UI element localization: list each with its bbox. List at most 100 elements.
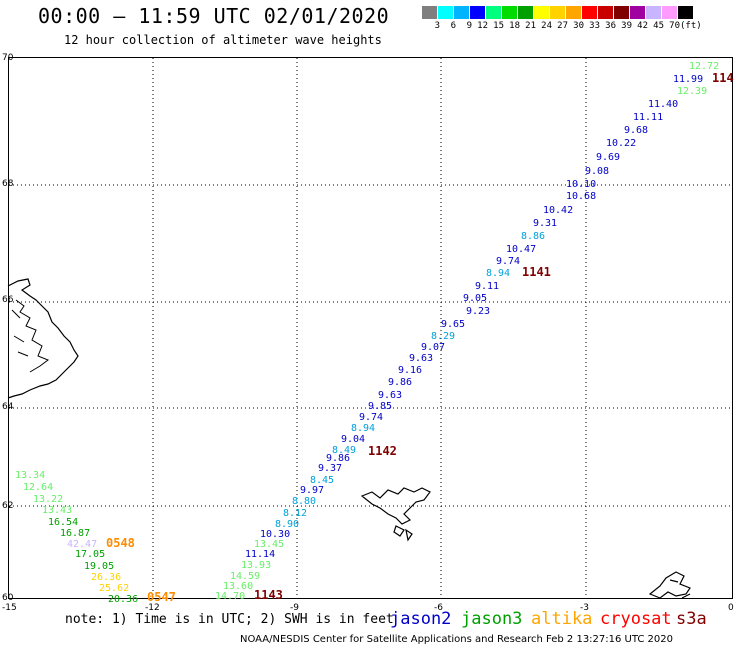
color-swatch: [598, 6, 614, 19]
wave-height-value: 9.07: [421, 342, 445, 353]
wave-height-value: 9.05: [463, 293, 487, 304]
faroe-islands: [360, 487, 431, 542]
wave-height-value: 9.86: [388, 377, 412, 388]
pass-time-label: 0547: [147, 590, 176, 604]
color-scale-label: 30: [573, 21, 584, 31]
wave-height-value: 10.22: [606, 138, 636, 149]
wave-height-value: 9.31: [533, 218, 557, 229]
color-swatch: [678, 6, 694, 19]
wave-height-value: 9.97: [300, 485, 324, 496]
color-swatch: [662, 6, 678, 19]
wave-height-value: 10.30: [260, 529, 290, 540]
wave-height-value: 8.29: [431, 331, 455, 342]
color-swatch: [566, 6, 582, 19]
color-scale-label: 3: [434, 21, 440, 31]
wave-height-value: 9.68: [624, 125, 648, 136]
color-scale-label: 6: [450, 21, 456, 31]
longitude-label: -9: [290, 603, 299, 613]
color-scale-label: 27: [557, 21, 568, 31]
wave-height-value: 13.60: [223, 581, 253, 592]
wave-height-value: 17.05: [75, 549, 105, 560]
wave-height-value: 9.04: [341, 434, 365, 445]
color-scale-labels: 3 6 9 12 15 18 21 24 27 30 33 36 39 42 45 70 (ft): [422, 21, 740, 33]
wave-height-value: 10.68: [566, 191, 596, 202]
wave-height-value: 9.69: [596, 152, 620, 163]
wave-height-value: 13.22: [33, 494, 63, 505]
latitude-label: 66: [2, 295, 14, 305]
wave-height-value: 9.63: [409, 353, 433, 364]
wave-height-value: 16.54: [48, 517, 78, 528]
color-swatch: [502, 6, 518, 19]
map-frame: [8, 57, 733, 599]
color-swatch: [550, 6, 566, 19]
wave-height-value: 9.08: [585, 166, 609, 177]
color-scale-label: 33: [589, 21, 600, 31]
pass-time-labels: 1141 1142 1143 0548 0547 114: [106, 71, 734, 604]
wave-height-value: 8.49: [332, 445, 356, 456]
iceland-coastline: [7, 278, 79, 399]
color-scale-label: 9: [466, 21, 472, 31]
color-scale-label: 12: [477, 21, 488, 31]
wave-height-value: 9.85: [368, 401, 392, 412]
wave-height-value: 8.94: [486, 268, 510, 279]
wave-height-value: 8.90: [275, 519, 299, 530]
shetland-islands: [648, 571, 691, 599]
wave-height-value: 10.47: [506, 244, 536, 255]
longitude-label: -12: [145, 603, 160, 613]
wave-height-value: 8.94: [351, 423, 375, 434]
wave-height-value: 11.14: [245, 549, 275, 560]
wave-height-value: 9.74: [359, 412, 383, 423]
wave-height-value: 25.62: [99, 583, 129, 594]
wave-height-value: 42.47: [67, 539, 97, 550]
footer-note: note: 1) Time is in UTC; 2) SWH is in fe…: [65, 612, 394, 627]
pass-time-label: 1141: [522, 265, 551, 279]
iceland-coastline-detail: [11, 299, 50, 373]
latitude-label: 60: [2, 593, 14, 603]
wave-height-value: 14.70: [215, 591, 245, 602]
color-swatch: [582, 6, 598, 19]
color-swatch: [470, 6, 486, 19]
color-swatch: [534, 6, 550, 19]
wave-height-value: 9.74: [496, 256, 520, 267]
longitude-label: -6: [434, 603, 443, 613]
map-title: 00:00 – 11:59 UTC 02/01/2020: [38, 4, 390, 28]
color-scale-label: 24: [541, 21, 552, 31]
longitude-label: -3: [580, 603, 589, 613]
wave-height-value: 12.39: [677, 86, 707, 97]
color-swatch: [422, 6, 438, 19]
legend-s3a: s3a: [676, 609, 707, 629]
legend-jason3: jason3: [461, 609, 523, 629]
axis-labels: 70 68 66 64 62 60-15 -12 -9 -6 -3 0: [2, 53, 734, 613]
wave-height-value: 13.43: [42, 505, 72, 516]
color-scale-label: 15: [493, 21, 504, 31]
pass-time-label: 1142: [368, 444, 397, 458]
wave-height-value: 10.42: [543, 205, 573, 216]
wave-height-value: 9.63: [378, 390, 402, 401]
map-subtitle: 12 hour collection of altimeter wave hei…: [64, 33, 382, 47]
color-swatch: [646, 6, 662, 19]
wave-height-value: 19.05: [84, 561, 114, 572]
color-swatch: [614, 6, 630, 19]
color-scale-label: (ft): [680, 21, 702, 31]
color-scale-label: 18: [509, 21, 520, 31]
latitude-label: 62: [2, 501, 13, 511]
wave-height-value: 11.11: [633, 112, 663, 123]
color-scale-label: 36: [605, 21, 616, 31]
pass-time-label: 1143: [254, 588, 283, 602]
color-swatch: [486, 6, 502, 19]
wave-height-value: 9.16: [398, 365, 422, 376]
latitude-label: 70: [2, 53, 14, 63]
color-scale-label: 42: [637, 21, 648, 31]
longitude-label: 0: [728, 603, 734, 613]
color-swatch: [438, 6, 454, 19]
color-swatch: [454, 6, 470, 19]
wave-height-value: 12.64: [23, 482, 53, 493]
wave-height-value: 9.86: [326, 453, 350, 464]
wave-height-value: 8.45: [310, 475, 334, 486]
wave-height-value: 8.86: [521, 231, 545, 242]
wave-height-value: 13.45: [254, 539, 284, 550]
color-scale-label: 39: [621, 21, 632, 31]
wave-height-value: 14.59: [230, 571, 260, 582]
wave-height-value: 13.93: [241, 560, 271, 571]
